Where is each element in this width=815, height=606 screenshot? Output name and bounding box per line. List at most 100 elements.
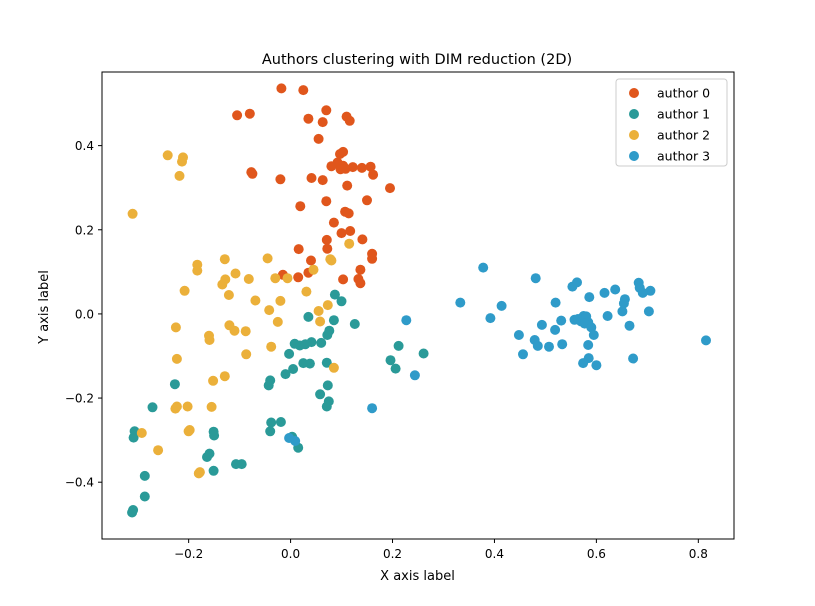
data-point-author-1 [393,340,404,351]
data-point-author-2 [206,401,217,412]
data-point-author-3 [637,287,648,298]
data-point-author-1 [139,470,150,481]
data-point-author-1 [303,311,314,322]
data-point-author-0 [293,272,304,283]
data-point-author-3 [643,306,654,317]
data-point-author-0 [357,234,368,245]
data-point-author-0 [335,164,346,175]
data-point-author-3 [284,433,295,443]
data-point-author-2 [171,353,182,364]
data-point-author-1 [275,417,286,427]
legend-label: author 0 [657,86,710,101]
data-point-author-1 [418,348,429,359]
x-tick-label: 0.2 [383,547,402,561]
data-point-author-1 [265,426,276,437]
data-point-author-0 [342,180,353,191]
data-point-author-2 [328,362,339,373]
data-point-author-3 [485,313,496,324]
data-point-author-3 [602,311,613,321]
data-point-author-2 [275,295,286,306]
data-point-author-1 [204,448,215,459]
data-point-author-2 [182,401,193,412]
data-point-author-2 [223,290,234,300]
data-point-author-0 [247,168,258,179]
x-tick-label: 0.6 [587,547,606,561]
data-point-author-1 [385,355,396,366]
data-point-author-0 [347,162,358,173]
data-point-author-1 [329,289,340,300]
data-point-author-3 [586,322,597,333]
data-point-author-2 [170,322,181,333]
data-point-author-2 [308,264,319,275]
data-point-author-2 [322,300,333,311]
data-point-author-2 [136,428,147,438]
data-point-author-0 [313,133,324,144]
data-point-author-2 [344,238,355,249]
data-point-author-2 [241,349,252,360]
data-point-author-1 [328,315,339,326]
data-point-author-1 [321,401,332,412]
x-tick-label: 0.0 [281,547,300,561]
data-point-author-1 [147,402,158,413]
data-point-author-1 [208,465,219,476]
data-point-author-2 [262,253,273,264]
y-axis-label: Y axis label [37,270,52,345]
data-point-author-2 [217,279,228,290]
data-point-author-3 [628,353,639,364]
data-point-author-0 [306,255,316,266]
legend-marker [629,130,639,140]
data-point-author-0 [298,85,309,96]
data-point-author-0 [321,196,332,207]
data-point-author-3 [496,300,507,311]
x-tick-label: 0.8 [689,547,708,561]
data-point-author-0 [343,208,354,219]
data-point-author-2 [177,156,187,167]
data-point-author-2 [192,265,203,276]
data-point-author-0 [328,217,339,228]
data-point-author-0 [355,278,366,289]
x-tick-label: 0.4 [485,547,504,561]
legend-label: author 2 [657,128,710,143]
data-point-author-2 [243,274,254,284]
data-point-author-0 [232,110,243,121]
data-point-author-3 [544,341,554,352]
data-point-author-3 [588,330,599,340]
data-point-author-0 [356,162,367,173]
data-point-author-3 [401,315,412,326]
data-point-author-2 [266,341,277,352]
data-point-author-3 [550,324,561,335]
data-point-author-2 [183,426,194,437]
data-point-author-3 [645,285,656,296]
data-point-author-2 [208,375,219,386]
data-point-author-0 [321,105,332,116]
legend-label: author 3 [657,149,710,164]
data-point-author-3 [610,284,621,295]
chart-title: Authors clustering with DIM reduction (2… [262,52,572,68]
data-point-author-0 [317,175,328,186]
data-point-author-2 [301,286,312,297]
data-point-author-2 [250,295,261,306]
data-point-author-3 [367,403,378,414]
data-point-author-0 [326,161,337,172]
data-point-author-1 [169,379,180,390]
data-point-author-1 [139,491,150,502]
data-point-author-3 [557,339,568,350]
data-point-author-1 [306,337,317,348]
data-point-author-1 [316,337,327,348]
data-point-author-3 [455,297,466,308]
plot-axes: −0.2 0.0 0.2 0.4 0.6 0.8 −0.4 −0.2 0.0 0.2 0.4 [65,71,735,561]
data-point-author-3 [478,262,489,273]
data-point-author-0 [365,161,376,172]
data-point-author-3 [617,306,628,317]
y-tick-label: 0.0 [75,307,94,321]
x-axis-label: X axis label [380,569,455,584]
data-point-author-2 [179,285,190,296]
data-point-author-3 [518,349,528,360]
data-point-author-3 [572,277,582,288]
y-tick-label: −0.2 [65,392,94,406]
data-point-author-3 [624,320,635,331]
data-point-author-2 [171,401,182,412]
data-point-author-1 [236,459,247,470]
data-point-author-2 [229,325,240,336]
